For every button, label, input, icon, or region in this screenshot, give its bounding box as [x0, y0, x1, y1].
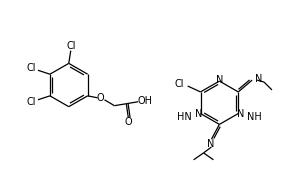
Text: Cl: Cl [66, 41, 76, 51]
Text: NH: NH [247, 112, 262, 121]
Text: N: N [237, 109, 244, 119]
Text: Cl: Cl [26, 97, 36, 107]
Text: N: N [207, 139, 214, 149]
Text: Cl: Cl [175, 79, 185, 89]
Text: Cl: Cl [26, 63, 36, 73]
Text: O: O [97, 93, 104, 103]
Text: N: N [255, 74, 263, 84]
Text: N: N [216, 75, 223, 85]
Text: OH: OH [138, 96, 153, 106]
Text: O: O [125, 117, 132, 127]
Text: HN: HN [177, 112, 192, 121]
Text: N: N [195, 109, 202, 119]
